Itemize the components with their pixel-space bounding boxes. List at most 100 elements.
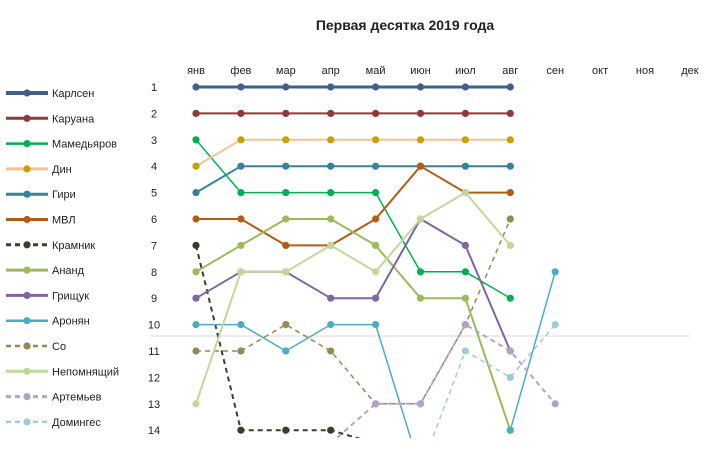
data-point: [237, 83, 245, 91]
data-point: [461, 347, 469, 355]
data-point: [237, 268, 245, 276]
rank-tick-label: 8: [151, 267, 157, 279]
legend-label: Непомнящий: [52, 366, 119, 378]
data-point: [192, 162, 200, 170]
data-point: [237, 426, 245, 434]
data-point: [237, 321, 245, 329]
series-Карлсен: [192, 83, 514, 91]
data-point: [282, 321, 290, 329]
data-point: [282, 189, 290, 197]
legend-label: Со: [52, 341, 66, 353]
series-Непомнящий: [192, 189, 514, 408]
series-Мамедьяров: [192, 136, 514, 302]
legend: Карлсен Каруана Мамедьяров Дин Гири МВЛ Крамни…: [6, 88, 119, 429]
legend-marker: [23, 291, 31, 299]
legend-label: Дин: [52, 164, 72, 176]
legend-item: Домингес: [6, 417, 101, 429]
series-Аронян: [192, 268, 559, 438]
data-point: [327, 109, 335, 117]
data-point: [372, 189, 380, 197]
rank-tick-label: 13: [148, 399, 160, 411]
legend-item: Мамедьяров: [6, 139, 117, 151]
data-point: [461, 162, 469, 170]
data-point: [551, 321, 559, 329]
rank-tick-label: 5: [151, 188, 157, 200]
legend-label: МВЛ: [52, 215, 76, 227]
legend-marker: [23, 393, 31, 401]
series-line: [195, 138, 511, 168]
month-tick-label: май: [366, 65, 386, 77]
data-point: [282, 109, 290, 117]
series-Артемьев: [335, 321, 559, 438]
legend-marker: [23, 215, 31, 224]
legend-marker: [23, 190, 31, 198]
legend-label: Каруана: [52, 113, 95, 125]
rank-tick-label: 10: [148, 320, 160, 332]
legend-item: Ананд: [6, 265, 85, 277]
legend-label: Ананд: [52, 265, 85, 277]
data-point: [506, 294, 514, 302]
series-line: [335, 323, 556, 438]
data-point: [551, 400, 559, 408]
data-point: [372, 136, 380, 144]
data-point: [327, 83, 335, 91]
data-point: [551, 268, 559, 276]
data-point: [506, 373, 514, 381]
data-point: [192, 347, 200, 355]
data-point: [282, 347, 290, 355]
series-line: [196, 165, 511, 247]
series-line: [196, 218, 511, 405]
data-point: [327, 294, 335, 302]
data-point: [372, 400, 380, 408]
series-МВЛ: [192, 162, 514, 249]
data-point: [192, 294, 200, 302]
data-point: [372, 268, 380, 276]
data-point: [282, 241, 290, 249]
legend-marker: [23, 114, 31, 122]
month-tick-label: мар: [276, 65, 296, 77]
rank-tick-label: 3: [151, 135, 157, 147]
data-point: [192, 400, 200, 408]
legend-label: Гири: [52, 189, 76, 201]
legend-item: Крамник: [6, 240, 95, 252]
data-point: [237, 347, 245, 355]
legend-label: Грищук: [52, 290, 89, 302]
data-point: [192, 241, 200, 249]
data-point: [282, 426, 290, 434]
data-point: [506, 136, 514, 144]
month-tick-label: фев: [230, 65, 251, 77]
legend-item: Карлсен: [6, 88, 94, 100]
series-line: [195, 218, 512, 352]
data-point: [416, 215, 425, 223]
data-point: [461, 268, 469, 276]
rank-tick-label: 6: [151, 214, 157, 226]
month-tick-label: янв: [187, 65, 205, 77]
legend-label: Артемьев: [52, 392, 102, 404]
legend-item: Артемьев: [6, 392, 102, 404]
rank-tick-label: 9: [151, 293, 157, 305]
data-point: [192, 109, 200, 117]
rank-tick-label: 2: [151, 108, 157, 120]
series-layer: [192, 83, 559, 438]
data-point: [237, 189, 245, 197]
series-line: [195, 218, 512, 431]
data-point: [506, 83, 514, 91]
series-line: [431, 324, 556, 438]
data-point: [416, 83, 425, 91]
data-point: [506, 347, 514, 355]
data-point: [237, 136, 245, 144]
data-point: [237, 215, 245, 223]
data-point: [372, 109, 380, 117]
data-point: [192, 189, 200, 197]
series-line: [195, 191, 512, 405]
data-point: [461, 321, 469, 329]
data-point: [327, 215, 335, 223]
month-tick-label: авг: [502, 65, 518, 77]
series-line: [196, 323, 412, 438]
month-tick-label: ноя: [636, 65, 654, 77]
data-point: [327, 189, 335, 197]
data-point: [506, 426, 514, 434]
month-tick-label: сен: [546, 65, 564, 77]
